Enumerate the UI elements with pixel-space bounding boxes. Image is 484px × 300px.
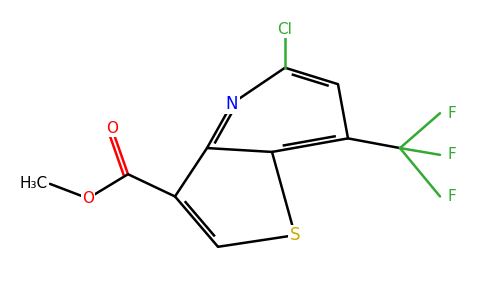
Text: Cl: Cl — [277, 22, 292, 37]
Text: F: F — [447, 189, 456, 204]
Text: H₃C: H₃C — [19, 176, 47, 191]
Text: N: N — [226, 94, 238, 112]
Text: O: O — [106, 121, 118, 136]
Text: F: F — [447, 106, 456, 121]
Text: O: O — [82, 191, 94, 206]
Text: F: F — [447, 147, 456, 162]
Text: S: S — [290, 226, 300, 244]
